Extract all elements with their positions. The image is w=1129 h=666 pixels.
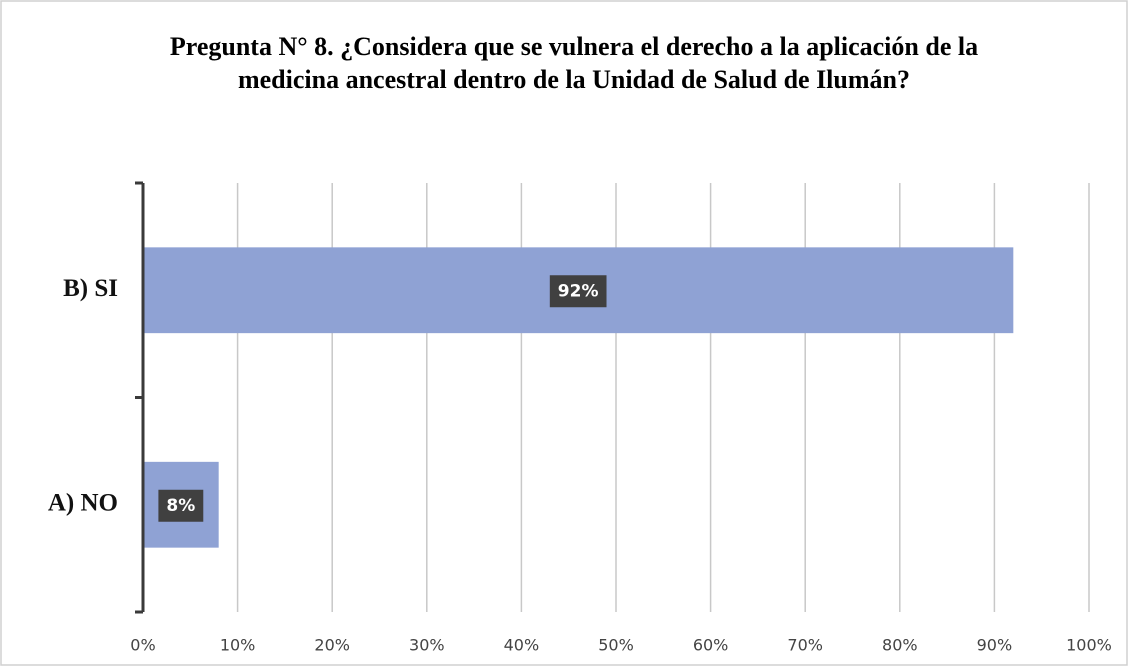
- y-tick-label: B) SI: [63, 275, 118, 302]
- x-tick-label: 80%: [882, 636, 918, 655]
- chart-title: Pregunta N° 8. ¿Considera que se vulnera…: [169, 32, 979, 94]
- x-tick-label: 30%: [409, 636, 445, 655]
- value-label: 8%: [166, 496, 195, 516]
- x-tick-label: 10%: [220, 636, 256, 655]
- x-tick-label: 40%: [504, 636, 540, 655]
- x-tick-label: 50%: [598, 636, 634, 655]
- value-label-box: [158, 489, 204, 522]
- x-tick-label: 60%: [693, 636, 729, 655]
- x-tick-label: 90%: [977, 636, 1013, 655]
- y-tick-label: A) NO: [48, 489, 118, 516]
- value-label-box: [549, 275, 607, 308]
- x-tick-label: 100%: [1066, 636, 1112, 655]
- value-label: 92%: [558, 281, 599, 301]
- x-tick-label: 70%: [787, 636, 823, 655]
- x-tick-label: 0%: [130, 636, 155, 655]
- x-tick-label: 20%: [314, 636, 350, 655]
